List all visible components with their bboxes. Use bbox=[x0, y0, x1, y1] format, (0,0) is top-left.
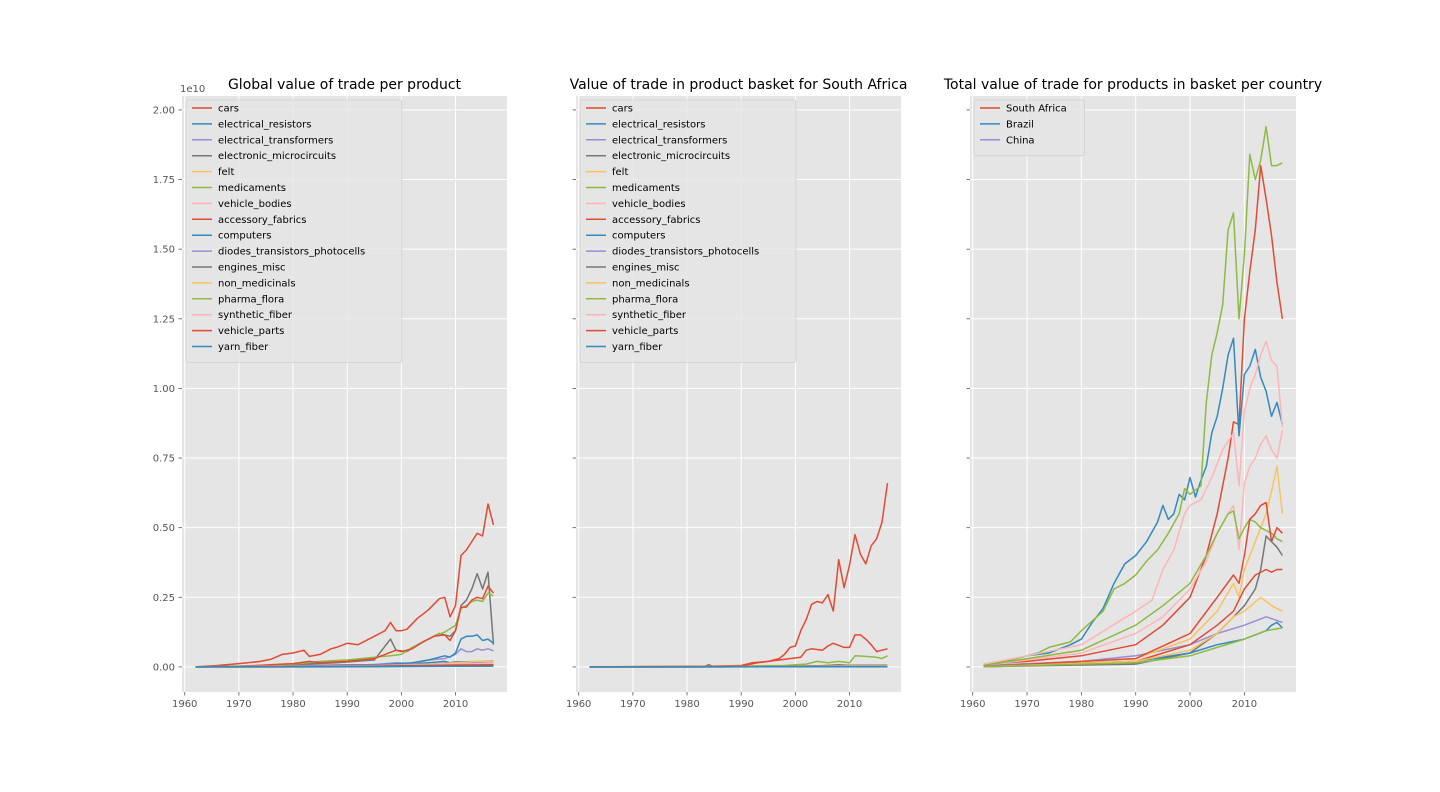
panel-0-series-line-15 bbox=[195, 665, 494, 668]
panel-1-legend-label: electronic_microcircuits bbox=[612, 151, 730, 162]
panel-1-title: Value of trade in product basket for Sou… bbox=[570, 77, 908, 93]
chart-panel-trade-per-country: 1960 1970 1980 1990 2000 2010 Total value of t… bbox=[943, 77, 1322, 710]
panel-0-x-tick-label: 2000 bbox=[389, 699, 414, 710]
chart-panel-global-trade: 1960 1970 1980 1990 2000 2010 0.00 0.25 0.50 0.75… bbox=[153, 77, 507, 710]
panel-0-y-tick-label: 0.00 bbox=[153, 662, 175, 673]
panel-0-legend-label: electronic_microcircuits bbox=[218, 151, 336, 162]
panel-0-legend-label: vehicle_parts bbox=[218, 326, 284, 337]
panel-0-x-tick-label: 1960 bbox=[172, 699, 197, 710]
panel-0-y-tick-label: 0.75 bbox=[153, 454, 175, 465]
panel-2-legend-label: China bbox=[1006, 135, 1035, 146]
panel-1-legend-label: medicaments bbox=[612, 183, 680, 194]
panel-1-legend-label: felt bbox=[612, 167, 628, 178]
panel-2-series-line-7 bbox=[983, 510, 1283, 667]
panel-1-legend-label: cars bbox=[612, 104, 633, 115]
panel-0-legend-label: electrical_resistors bbox=[218, 119, 311, 130]
panel-2-series-line-9 bbox=[983, 535, 1284, 668]
panel-2-x-tick-label: 1960 bbox=[960, 699, 985, 710]
panel-0-legend-label: vehicle_bodies bbox=[218, 199, 292, 210]
y-axis-offset-label: 1e10 bbox=[180, 84, 205, 95]
panel-2-title: Total value of trade for products in bas… bbox=[943, 77, 1322, 93]
panel-1-legend-label: vehicle_parts bbox=[612, 326, 678, 337]
panel-0-legend-label: non_medicinals bbox=[218, 278, 296, 289]
panel-2-x-tick-label: 2010 bbox=[1232, 699, 1257, 710]
panel-2-series-line-1 bbox=[983, 337, 1284, 665]
panel-2-series-line-3 bbox=[983, 125, 1283, 665]
panel-0-legend-label: engines_misc bbox=[218, 263, 286, 274]
panel-0-title: Global value of trade per product bbox=[228, 77, 462, 93]
chart-panel-south-africa-basket: 1960 1970 1980 1990 2000 2010 Value of trade i… bbox=[566, 77, 907, 710]
panel-2-series-line-4 bbox=[983, 340, 1284, 665]
panel-1-legend-label: synthetic_fiber bbox=[612, 310, 687, 321]
panel-2-legend-label: Brazil bbox=[1006, 119, 1034, 130]
panel-1-legend-label: computers bbox=[612, 231, 665, 242]
panel-1-x-tick-label: 2000 bbox=[783, 699, 808, 710]
panel-0-legend-label: computers bbox=[218, 231, 271, 242]
panel-1-x-tick-label: 1970 bbox=[620, 699, 645, 710]
panel-0-y-tick-label: 1.25 bbox=[153, 314, 175, 325]
panel-1-legend-label: vehicle_bodies bbox=[612, 199, 686, 210]
panel-0-x-tick-label: 1990 bbox=[334, 699, 359, 710]
panel-1-legend-label: yarn_fiber bbox=[612, 342, 663, 353]
panel-1-x-tick-label: 1990 bbox=[728, 699, 753, 710]
panel-0-series-line-7 bbox=[195, 585, 495, 668]
panel-1-legend-label: pharma_flora bbox=[612, 294, 678, 305]
panel-1-legend-label: accessory_fabrics bbox=[612, 215, 700, 226]
panel-2-series-line-8 bbox=[983, 501, 1283, 668]
panel-2-x-tick-label: 1970 bbox=[1014, 699, 1039, 710]
panel-0-legend bbox=[185, 99, 403, 363]
panel-0-legend-label: felt bbox=[218, 167, 234, 178]
panel-2-legend-label: South Africa bbox=[1006, 104, 1067, 115]
panel-0-legend-label: cars bbox=[218, 104, 239, 115]
panel-0-legend-label: accessory_fabrics bbox=[218, 215, 306, 226]
panel-1-x-tick-label: 1960 bbox=[566, 699, 591, 710]
panel-0-y-tick-label: 1.75 bbox=[153, 175, 175, 186]
panel-0-y-tick-label: 0.50 bbox=[153, 523, 175, 534]
panel-1-series-line-7 bbox=[589, 482, 889, 668]
panel-0-legend-label: yarn_fiber bbox=[218, 342, 269, 353]
panel-0-legend-label: diodes_transistors_photocells bbox=[218, 247, 365, 258]
panel-0-legend-label: pharma_flora bbox=[218, 294, 284, 305]
panel-2-series-line-11 bbox=[983, 568, 1283, 668]
panel-1-legend bbox=[579, 99, 797, 363]
panel-0-y-tick-label: 2.00 bbox=[153, 105, 175, 116]
panel-0-legend-label: synthetic_fiber bbox=[218, 310, 293, 321]
panel-0-x-tick-label: 1970 bbox=[226, 699, 251, 710]
panel-1-legend-label: electrical_transformers bbox=[612, 135, 727, 146]
panel-1-x-tick-label: 2010 bbox=[837, 699, 862, 710]
panel-0-x-tick-label: 1980 bbox=[280, 699, 305, 710]
panel-0-y-tick-label: 1.00 bbox=[153, 384, 175, 395]
panel-0-y-tick-label: 1.50 bbox=[153, 245, 175, 256]
panel-2-series-line-12 bbox=[983, 596, 1283, 668]
panel-2-x-tick-label: 1990 bbox=[1123, 699, 1148, 710]
panel-2-series-line-0 bbox=[983, 164, 1284, 665]
panel-0-series-line-0 bbox=[195, 503, 495, 668]
panel-2-series-line-13 bbox=[983, 627, 1283, 668]
panel-2-x-tick-label: 1980 bbox=[1069, 699, 1094, 710]
panel-1-legend-label: non_medicinals bbox=[612, 278, 690, 289]
panel-2-series-line-6 bbox=[983, 465, 1284, 668]
panel-0-legend-label: medicaments bbox=[218, 183, 286, 194]
panel-0-legend-label: electrical_transformers bbox=[218, 135, 333, 146]
panel-2-legend bbox=[973, 99, 1085, 157]
panel-2-plot-area bbox=[970, 96, 1296, 692]
panel-1-legend-label: engines_misc bbox=[612, 263, 680, 274]
panel-1-legend-label: electrical_resistors bbox=[612, 119, 705, 130]
panel-2-x-tick-label: 2000 bbox=[1177, 699, 1202, 710]
panel-1-x-tick-label: 1980 bbox=[674, 699, 699, 710]
panel-1-legend-label: diodes_transistors_photocells bbox=[612, 247, 759, 258]
panel-0-y-tick-label: 0.25 bbox=[153, 593, 175, 604]
panel-0-x-tick-label: 2010 bbox=[443, 699, 468, 710]
